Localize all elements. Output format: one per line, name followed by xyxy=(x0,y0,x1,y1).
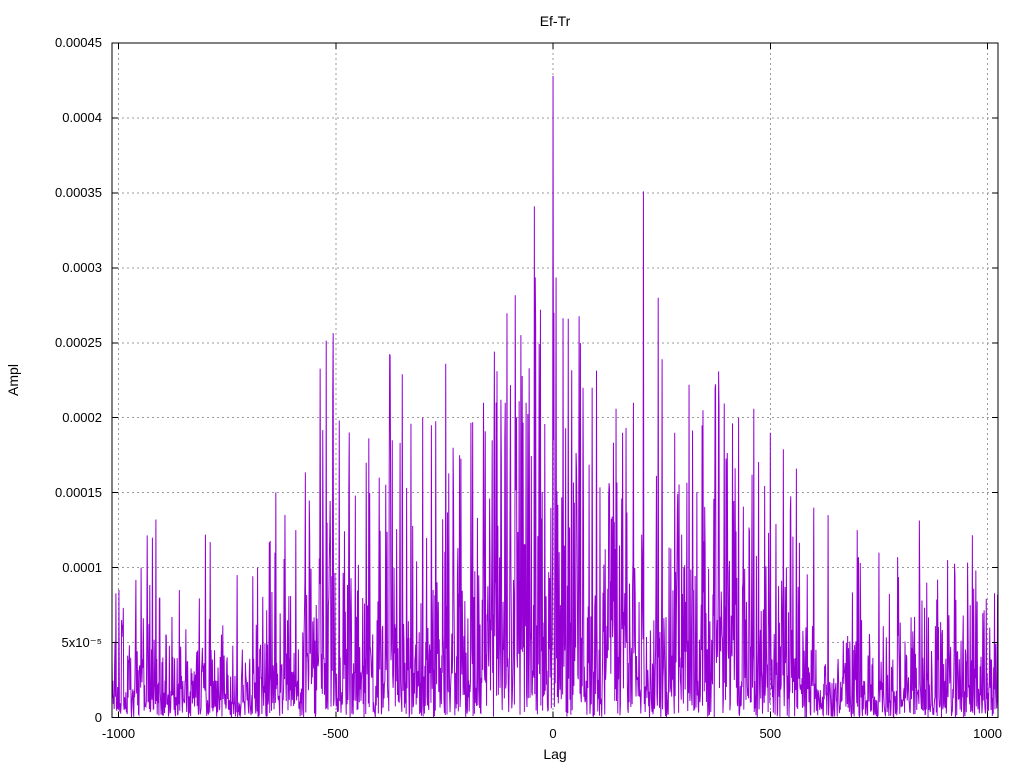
x-tick-label: 1000 xyxy=(973,726,1003,741)
x-tick-label: -500 xyxy=(322,726,349,741)
y-tick-label: 0.0004 xyxy=(62,109,102,125)
plot-border xyxy=(111,42,999,718)
y-tick-label: 0.0003 xyxy=(62,259,102,275)
y-axis-label: Ampl xyxy=(5,364,21,396)
y-tick-label: 0.0002 xyxy=(62,409,102,425)
data-series-line xyxy=(111,75,999,719)
y-tick-label: 0.0001 xyxy=(62,559,102,575)
y-tick-label: 0.00045 xyxy=(55,35,102,50)
y-tick-label: 0.00015 xyxy=(55,484,102,500)
y-tick-label: 0.00035 xyxy=(55,184,102,200)
x-tick-label: 500 xyxy=(759,726,782,741)
x-tick-label: 0 xyxy=(549,726,557,741)
chart-title: Ef-Tr xyxy=(539,13,571,29)
y-tick-label: 0.00025 xyxy=(55,334,102,350)
y-tick-label: 5x10⁻⁵ xyxy=(61,634,102,650)
x-axis-label: Lag xyxy=(543,746,567,762)
x-tick-label: -1000 xyxy=(101,726,136,741)
y-tick-label: 0 xyxy=(94,709,102,725)
